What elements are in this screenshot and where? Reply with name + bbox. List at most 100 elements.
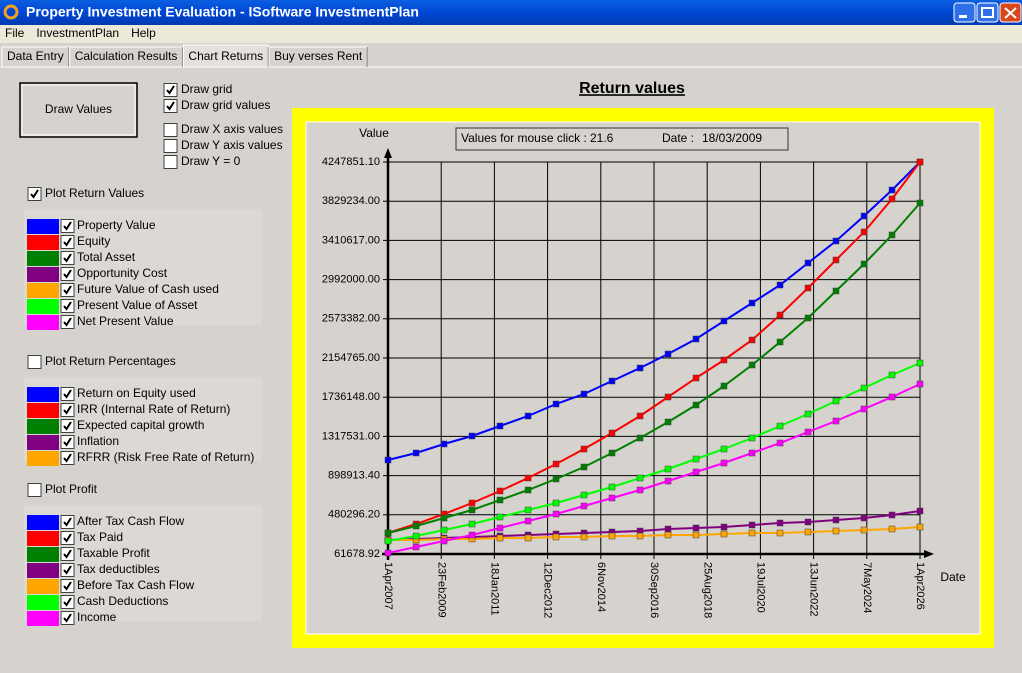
check-mark [63,389,72,399]
chart-area [305,121,981,635]
option[interactable]: Draw grid values [163,98,270,113]
draw-values-button[interactable]: Draw Values [19,82,138,138]
data-point [412,532,420,540]
data-point [776,422,784,430]
data-point [636,434,644,442]
y-tick-label: 2573382.00 [322,313,380,325]
checkbox[interactable] [163,155,178,169]
plot-group: Plot Return Values Property Value Equity To… [24,186,262,330]
option-label: Draw grid [181,82,232,96]
maximize-button[interactable] [976,2,999,23]
check-mark [63,565,72,575]
check-mark [63,581,72,591]
data-point [580,533,588,541]
data-point [440,526,448,534]
tab[interactable]: Chart Returns [182,44,269,68]
data-point [804,518,812,526]
legend-label: RFRR (Risk Free Rate of Return) [77,450,254,464]
data-point [860,514,868,522]
close-button[interactable] [999,2,1022,23]
data-point [804,428,812,436]
check-mark [63,533,72,543]
option[interactable]: Draw grid [163,82,232,97]
data-point [832,417,840,425]
legend-swatch [27,515,59,530]
data-point [692,524,700,532]
data-point [804,314,812,322]
data-point [636,486,644,494]
check-mark [63,221,72,231]
data-point [608,429,616,437]
data-point [748,449,756,457]
plot-group: Plot Return Percentages Return on Equity … [24,354,262,466]
check-mark [63,405,72,415]
data-point [692,401,700,409]
data-point [916,199,924,207]
check-mark [63,237,72,247]
data-point [888,525,896,533]
legend-swatch [27,315,59,330]
option[interactable]: Draw Y axis values [163,138,283,153]
legend-label: Return on Equity used [77,386,196,400]
minimize-button[interactable] [953,2,976,23]
readout-label: Values for mouse click : [461,131,587,145]
y-tick-label: 480296.20 [328,509,380,521]
data-point [580,445,588,453]
data-point [580,491,588,499]
menu-item[interactable]: InvestmentPlan [36,26,119,40]
data-point [496,534,504,542]
legend-swatch [27,419,59,434]
data-point [776,439,784,447]
data-point [776,519,784,527]
checkbox[interactable] [27,483,42,497]
data-point [552,533,560,541]
data-point [496,524,504,532]
option[interactable]: Draw Y = 0 [163,154,241,169]
data-point [524,517,532,525]
data-point [692,468,700,476]
tab[interactable]: Calculation Results [69,46,183,68]
group-label: Plot Return Percentages [45,354,176,368]
data-point [608,377,616,385]
legend-label: Opportunity Cost [77,266,168,280]
checkbox[interactable] [163,123,178,137]
legend-swatch [27,451,59,466]
data-point [412,449,420,457]
legend-swatch [27,531,59,546]
data-point [552,499,560,507]
data-point [720,523,728,531]
data-point [720,459,728,467]
data-point [804,259,812,267]
data-point [860,260,868,268]
checkbox[interactable] [27,355,42,369]
option[interactable]: Draw X axis values [163,122,283,137]
legend-label: Inflation [77,434,119,448]
data-point [496,513,504,521]
data-point [804,410,812,418]
data-point [664,525,672,533]
checkbox[interactable] [163,139,178,153]
menu-item[interactable]: File [5,26,25,40]
legend-swatch [27,611,59,626]
menu-item[interactable]: Help [131,26,156,40]
data-point [496,487,504,495]
data-point [860,405,868,413]
legend-label: Cash Deductions [77,594,168,608]
legend-label: Property Value [77,218,156,232]
option-label: Draw X axis values [181,122,283,136]
data-point [748,434,756,442]
data-point [692,374,700,382]
tab[interactable]: Data Entry [1,46,70,68]
data-point [440,514,448,522]
data-point [664,418,672,426]
y-tick-label: 2992000.00 [322,274,380,286]
option-label: Draw Y axis values [181,138,283,152]
data-point [776,311,784,319]
tab[interactable]: Buy verses Rent [268,46,368,68]
legend-label: Total Asset [77,250,136,264]
data-point [916,158,924,166]
data-point [524,506,532,514]
legend-swatch [27,235,59,250]
check-mark [63,317,72,327]
